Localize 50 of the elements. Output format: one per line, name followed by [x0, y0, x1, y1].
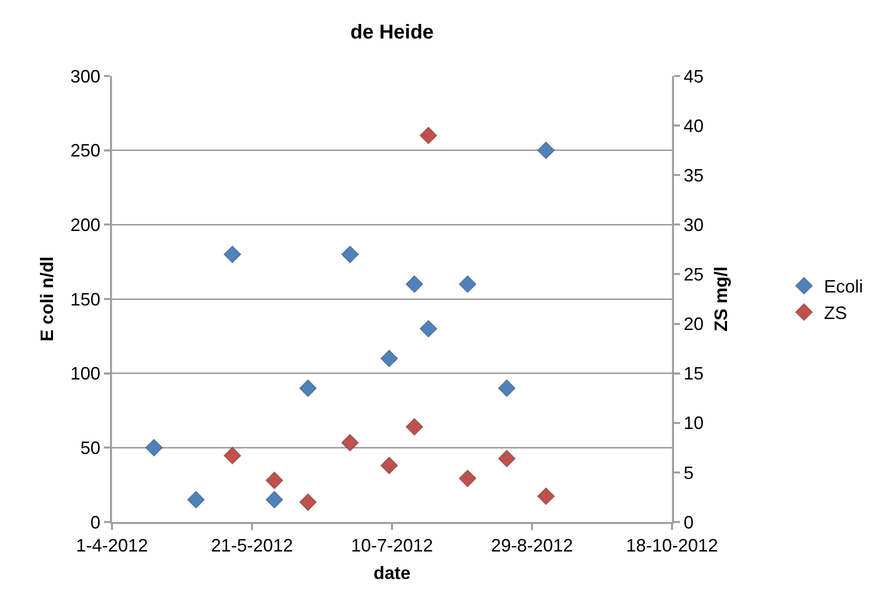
y-tick-label: 100 — [70, 364, 100, 384]
x-tick-label: 10-7-2012 — [350, 536, 434, 556]
point — [458, 469, 477, 488]
y2-axis-title: ZS mg/l — [711, 266, 732, 332]
point — [498, 379, 516, 398]
y2-tick-label: 15 — [684, 364, 704, 384]
point — [405, 418, 424, 436]
y-axis-title: E coli n/dl — [37, 256, 58, 342]
y2-tick-label: 10 — [684, 413, 704, 434]
y-tick-label: 0 — [90, 512, 100, 532]
x-tick-label: 18-10-2012 — [626, 536, 718, 556]
point — [299, 379, 317, 398]
point — [380, 350, 398, 368]
y2-tick-label: 30 — [684, 214, 704, 235]
y2-tick-label: 40 — [684, 116, 704, 136]
point — [299, 493, 317, 512]
chart-title: de Heide — [350, 22, 434, 44]
point — [223, 245, 242, 264]
point — [265, 490, 284, 509]
y2-tick-label: 0 — [684, 512, 694, 532]
legend-label: Ecoli — [824, 276, 864, 297]
point — [187, 490, 205, 509]
point — [380, 456, 398, 474]
y2-tick-label: 5 — [684, 462, 694, 483]
y2-tick-label: 25 — [684, 264, 704, 285]
point — [537, 141, 555, 160]
y-tick-label: 300 — [70, 66, 100, 86]
point — [341, 245, 359, 264]
point — [223, 446, 242, 465]
x-tick-label: 1-4-2012 — [76, 536, 148, 556]
x-tick-label: 21-5-2012 — [210, 536, 294, 556]
point — [419, 126, 438, 144]
y-tick-label: 150 — [70, 289, 100, 310]
point — [498, 450, 516, 468]
point — [458, 275, 477, 294]
point — [419, 320, 438, 338]
y2-tick-label: 35 — [684, 165, 704, 186]
y2-tick-label: 20 — [684, 314, 704, 334]
point — [265, 471, 284, 490]
point — [537, 487, 555, 506]
x-axis-title: date — [373, 563, 411, 584]
point — [145, 438, 163, 457]
y-tick-label: 50 — [80, 438, 100, 458]
y2-tick-label: 45 — [684, 66, 704, 86]
y-tick-label: 250 — [70, 140, 100, 161]
point — [405, 275, 424, 294]
y-tick-label: 200 — [70, 214, 100, 235]
x-tick-label: 29-8-2012 — [490, 536, 574, 556]
legend-label: ZS — [824, 303, 848, 324]
point — [341, 434, 359, 452]
